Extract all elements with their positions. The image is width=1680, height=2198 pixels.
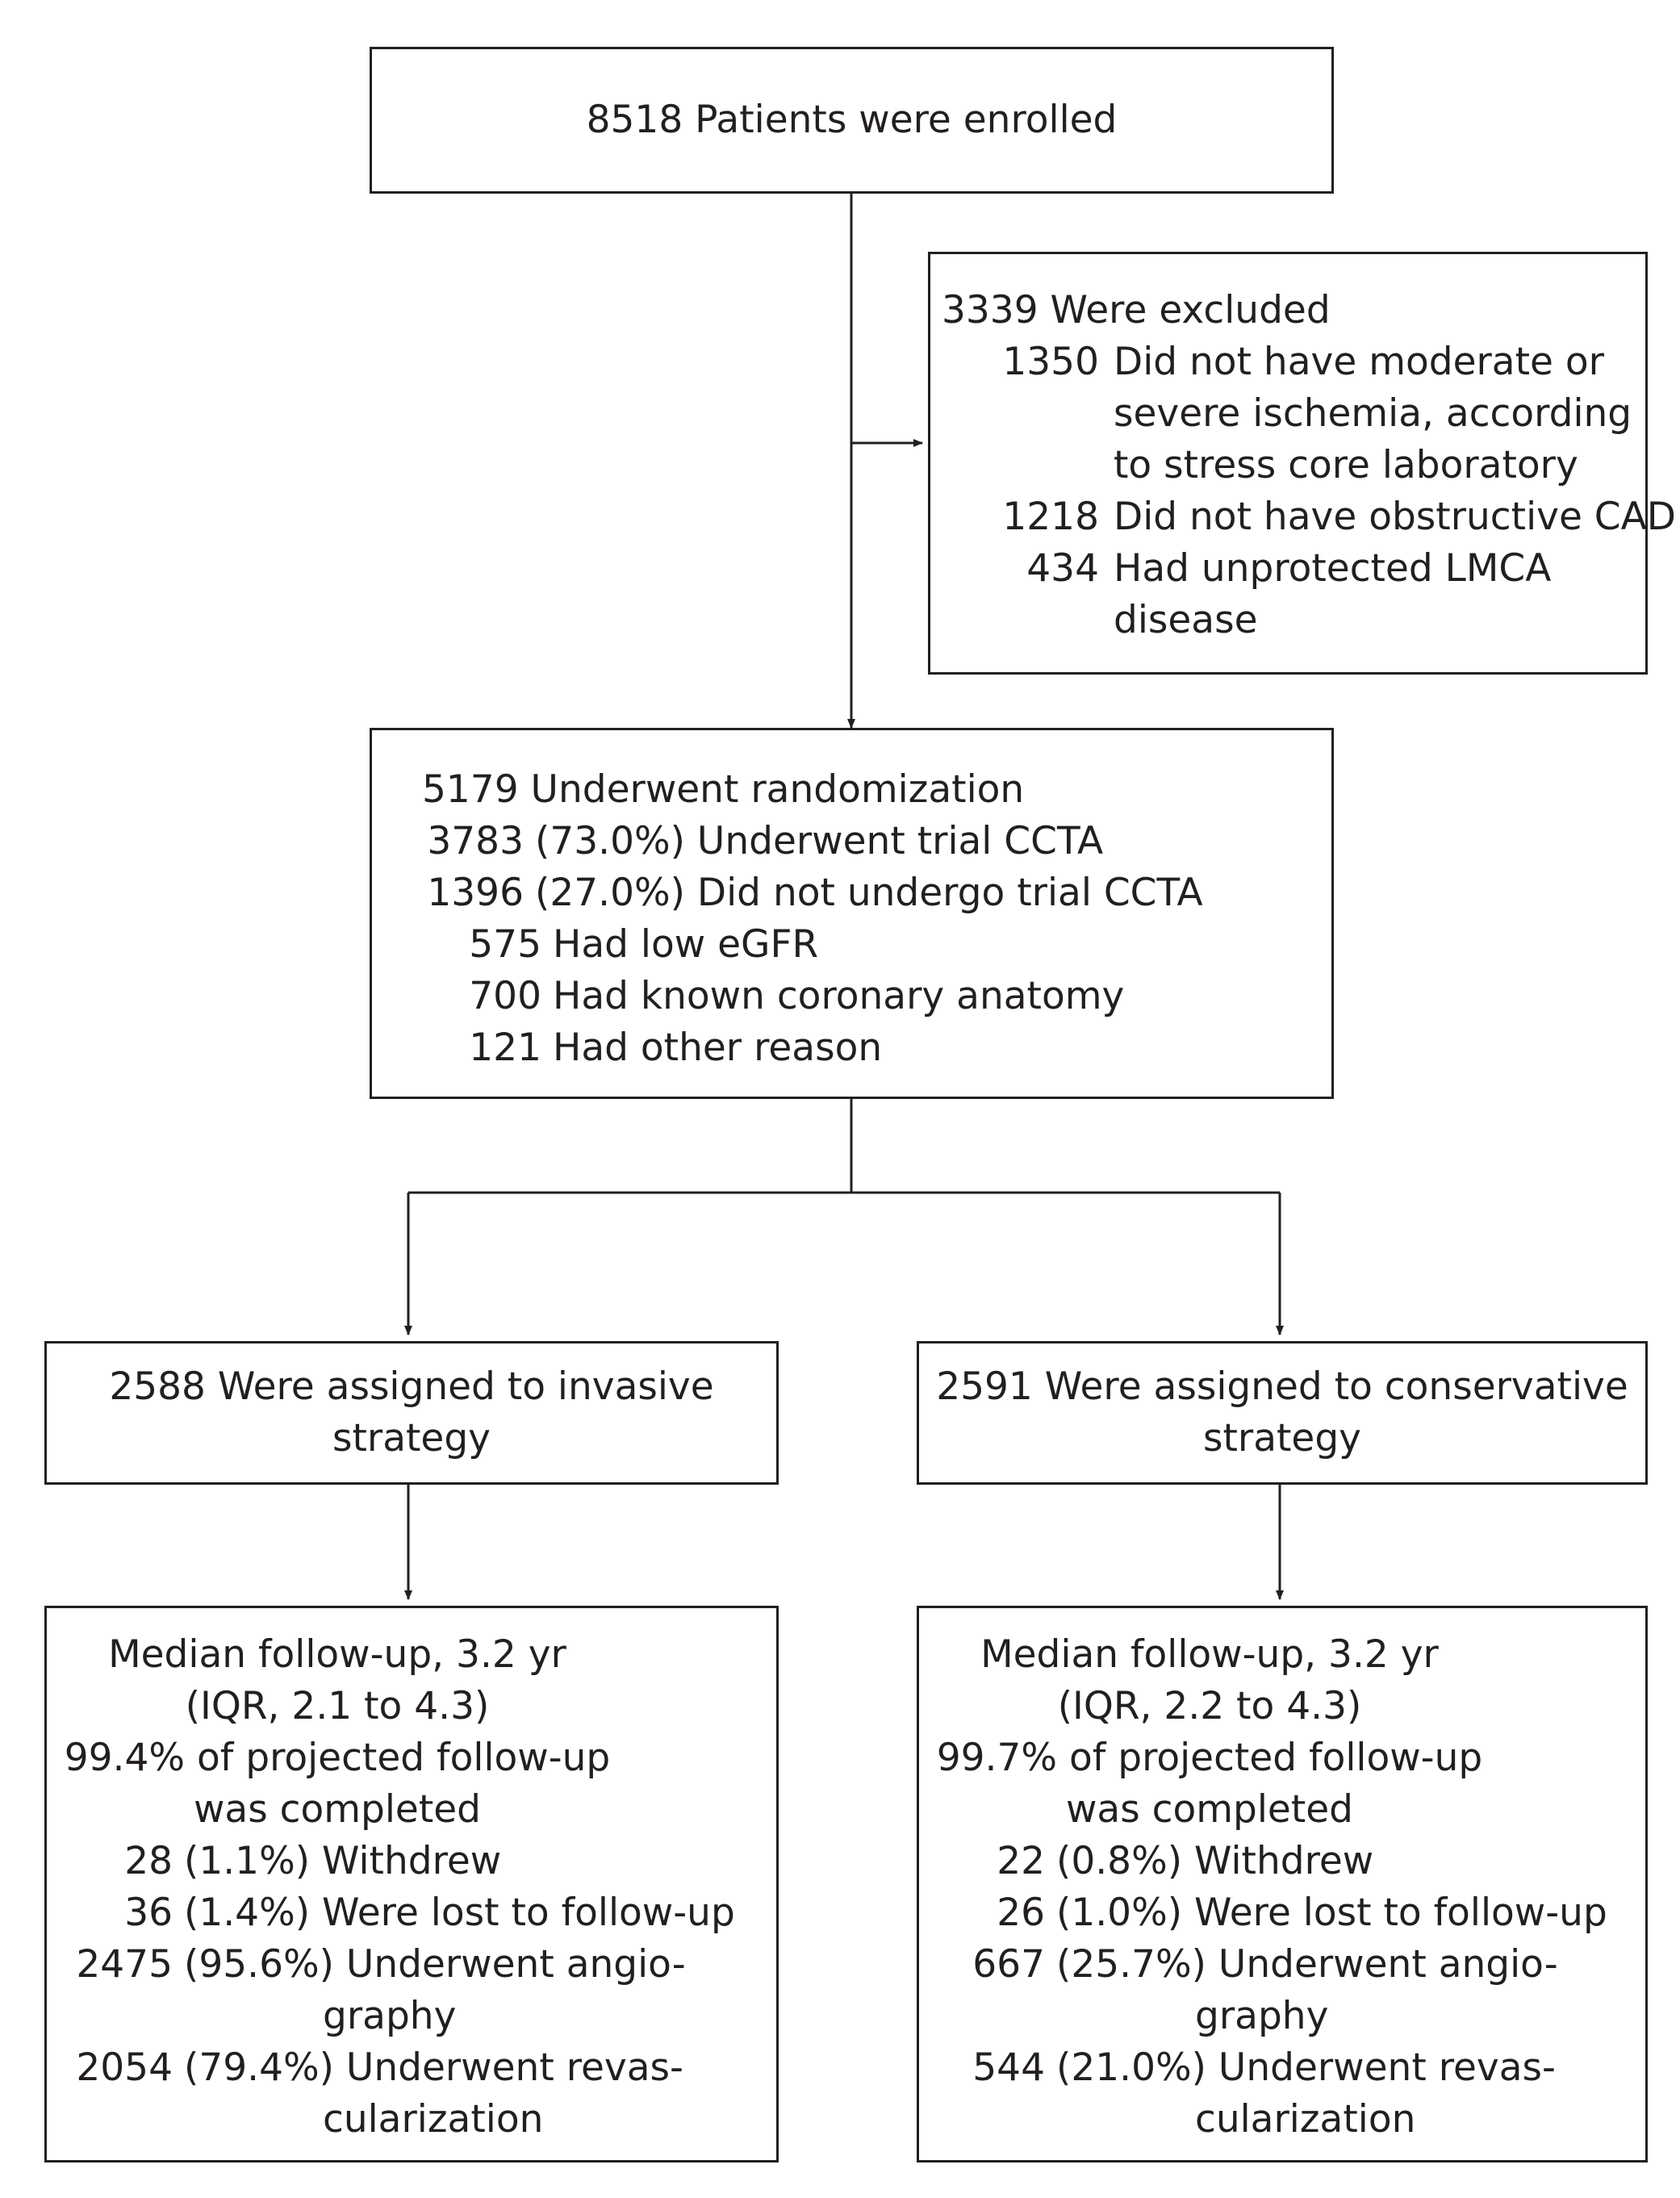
excluded-item: 1218 Did not have obstructive CAD — [942, 491, 1676, 543]
conservative-followup-item: 26 (1.0%) Were lost to follow-up — [919, 1887, 1645, 1939]
conservative-followup-count: 22 — [997, 1839, 1045, 1883]
enrolled-text: 8518 Patients were enrolled — [586, 98, 1118, 142]
invasive-followup-summary: Median follow-up, 3.2 yr — [108, 1632, 566, 1677]
randomization-text: (73.0%) Underwent trial CCTA — [535, 819, 1104, 863]
invasive-followup-text: (1.1%) Withdrew — [184, 1839, 502, 1883]
conservative-followup-summary: was completed — [1065, 1787, 1354, 1832]
excluded-text: Did not have moderate or — [1114, 340, 1604, 384]
conservative-followup-text: (1.0%) Were lost to follow-up — [1056, 1891, 1607, 1935]
conservative-followup-text: cularization — [1195, 2097, 1416, 2142]
invasive-followup-text: (79.4%) Underwent revas- — [184, 2045, 683, 2090]
conservative-followup-text: (25.7%) Underwent angio- — [1056, 1942, 1558, 1987]
invasive-followup-summary: (IQR, 2.1 to 4.3) — [185, 1684, 490, 1728]
invasive-followup-text: graphy — [323, 1994, 457, 2038]
excluded-item: 434 Had unprotected LMCA disease — [942, 543, 1645, 646]
conservative-followup-item: 667 (25.7%) Underwent angio- graphy — [919, 1939, 1645, 2042]
invasive-followup-box: Median follow-up, 3.2 yr (IQR, 2.1 to 4.… — [44, 1606, 779, 2162]
conservative-followup-summary: Median follow-up, 3.2 yr — [980, 1632, 1439, 1677]
randomization-subitem: 121 Had other reason — [422, 1022, 1331, 1074]
randomization-count: 1396 — [427, 871, 524, 915]
excluded-box: 3339 Were excluded 1350 Did not have mod… — [928, 252, 1676, 675]
conservative-followup-text: graphy — [1195, 1994, 1329, 2038]
conservative-followup-count: 667 — [972, 1942, 1045, 1987]
randomization-subtext: Had known coronary anatomy — [553, 974, 1125, 1018]
excluded-text: to stress core laboratory — [1114, 443, 1578, 487]
randomization-subcount: 700 — [469, 974, 541, 1018]
excluded-item: 1350 Did not have moderate or severe isc… — [942, 336, 1645, 491]
invasive-followup-item: 2475 (95.6%) Underwent angio- graphy — [47, 1939, 776, 2042]
conservative-followup-item: 544 (21.0%) Underwent revas- cularizatio… — [919, 2042, 1645, 2146]
invasive-text: strategy — [332, 1416, 491, 1460]
randomization-box: 5179 Underwent randomization 3783 (73.0%… — [370, 728, 1334, 1099]
conservative-followup-count: 544 — [972, 2045, 1045, 2090]
invasive-followup-count: 2054 — [76, 2045, 173, 2090]
conservative-followup-text: (21.0%) Underwent revas- — [1056, 2045, 1556, 2090]
invasive-box: 2588 Were assigned to invasive strategy — [44, 1341, 779, 1485]
randomization-subcount: 121 — [469, 1026, 541, 1070]
conservative-followup-count: 26 — [997, 1891, 1045, 1935]
invasive-followup-count: 36 — [124, 1891, 173, 1935]
excluded-text: disease — [1114, 598, 1258, 642]
invasive-followup-count: 28 — [124, 1839, 173, 1883]
excluded-header: 3339 Were excluded — [942, 288, 1331, 332]
conservative-followup-text: (0.8%) Withdrew — [1056, 1839, 1374, 1883]
excluded-count: 434 — [1026, 546, 1099, 591]
conservative-followup-item: 22 (0.8%) Withdrew — [919, 1836, 1645, 1887]
invasive-followup-text: (1.4%) Were lost to follow-up — [184, 1891, 735, 1935]
invasive-followup-text: cularization — [323, 2097, 544, 2142]
invasive-followup-item: 2054 (79.4%) Underwent revas- cularizati… — [47, 2042, 776, 2146]
excluded-count: 1218 — [1002, 495, 1099, 539]
invasive-followup-count: 2475 — [76, 1942, 173, 1987]
randomization-subtext: Had low eGFR — [553, 922, 819, 967]
conservative-text: 2591 Were assigned to conservative — [936, 1364, 1628, 1409]
invasive-followup-item: 28 (1.1%) Withdrew — [47, 1836, 776, 1887]
enrolled-box: 8518 Patients were enrolled — [370, 47, 1334, 194]
excluded-text: Had unprotected LMCA — [1114, 546, 1552, 591]
randomization-subcount: 575 — [469, 922, 541, 967]
conservative-text: strategy — [1202, 1416, 1362, 1460]
excluded-text: Did not have obstructive CAD — [1114, 495, 1676, 539]
randomization-subitem: 575 Had low eGFR — [422, 919, 1331, 971]
conservative-followup-box: Median follow-up, 3.2 yr (IQR, 2.2 to 4.… — [917, 1606, 1648, 2162]
invasive-followup-item: 36 (1.4%) Were lost to follow-up — [47, 1887, 776, 1939]
excluded-count: 1350 — [1002, 340, 1099, 384]
conservative-followup-summary: (IQR, 2.2 to 4.3) — [1057, 1684, 1362, 1728]
conservative-box: 2591 Were assigned to conservative strat… — [917, 1341, 1648, 1485]
invasive-followup-text: (95.6%) Underwent angio- — [184, 1942, 686, 1987]
randomization-subtext: Had other reason — [553, 1026, 883, 1070]
randomization-item: 1396 (27.0%) Did not undergo trial CCTA — [422, 867, 1331, 919]
invasive-text: 2588 Were assigned to invasive — [109, 1364, 714, 1409]
randomization-header: 5179 Underwent randomization — [422, 767, 1025, 812]
invasive-followup-summary: was completed — [193, 1787, 482, 1832]
randomization-count: 3783 — [427, 819, 524, 863]
randomization-item: 3783 (73.0%) Underwent trial CCTA — [422, 816, 1331, 867]
randomization-subitem: 700 Had known coronary anatomy — [422, 971, 1331, 1022]
conservative-followup-summary: 99.7% of projected follow-up — [936, 1736, 1483, 1780]
excluded-text: severe ischemia, according — [1114, 391, 1632, 436]
invasive-followup-summary: 99.4% of projected follow-up — [64, 1736, 611, 1780]
randomization-text: (27.0%) Did not undergo trial CCTA — [535, 871, 1203, 915]
